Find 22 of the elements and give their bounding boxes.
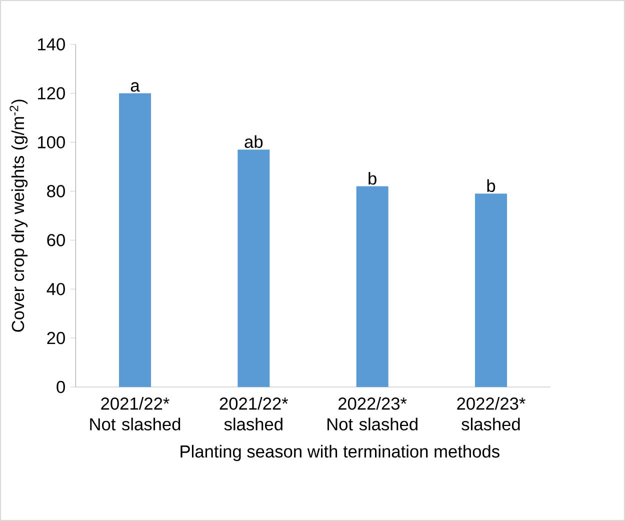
x-tick-label: 2022/23* Not slashed xyxy=(328,397,418,430)
y-tick-label: 60 xyxy=(47,234,65,246)
data-label: a xyxy=(130,82,140,92)
data-label: b xyxy=(368,172,376,185)
y-tick-label: 140 xyxy=(38,38,65,50)
y-tick-label: 20 xyxy=(47,332,65,344)
bar xyxy=(238,150,270,387)
y-axis-title: Cover crop dry weights (g/m$^{-2}$) xyxy=(10,100,28,332)
y-tick-label: 100 xyxy=(38,136,65,148)
bar xyxy=(475,194,507,387)
y-tick-label: 40 xyxy=(46,282,65,296)
bar xyxy=(356,186,388,387)
bar xyxy=(119,93,152,387)
x-tick-label: 2021/22* Not slashed xyxy=(90,397,180,430)
y-tick-label: 120 xyxy=(38,87,65,100)
x-tick-label: 2021/22* slashed xyxy=(220,397,288,430)
data-label: b xyxy=(487,179,496,192)
y-tick-label: 0 xyxy=(56,380,65,394)
data-label: ab xyxy=(244,135,263,148)
x-axis-title: Planting season with termination methods xyxy=(180,444,500,462)
x-tick-label: 2022/23* slashed xyxy=(457,397,526,430)
y-tick-label: 80 xyxy=(47,185,65,198)
